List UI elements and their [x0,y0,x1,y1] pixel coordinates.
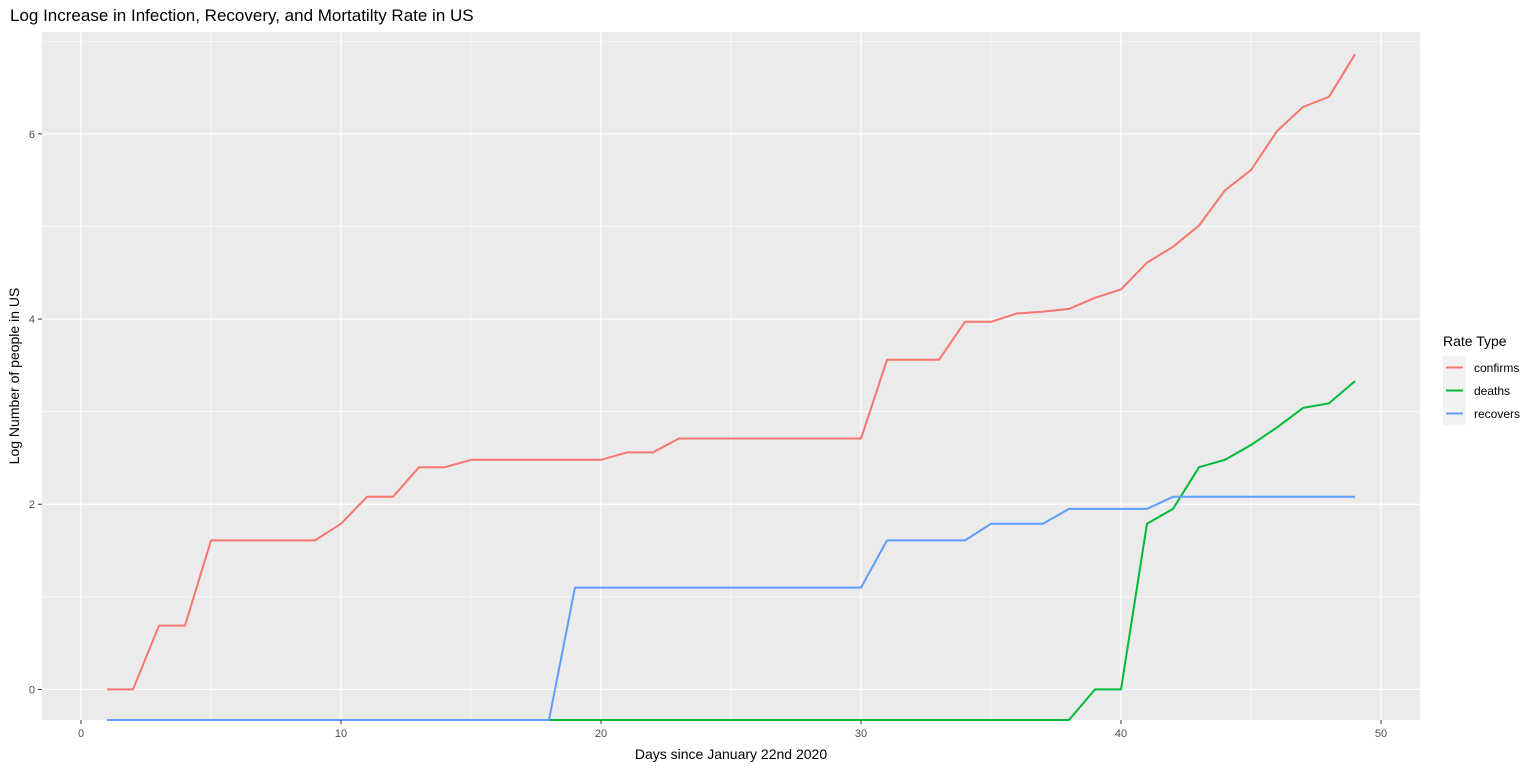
series-lines [107,53,1356,721]
x-tick-label: 50 [1375,728,1387,740]
x-tick-label: 20 [595,728,607,740]
legend: Rate Type confirms deaths recovers [1443,333,1520,425]
y-tick-label: 4 [29,314,35,326]
legend-label-recovers: recovers [1474,407,1520,421]
x-tick-label: 40 [1115,728,1127,740]
axes: 0 10 20 30 40 50 0 2 4 6 [29,129,1387,740]
x-tick-label: 0 [78,728,84,740]
legend-label-confirms: confirms [1474,361,1519,375]
chart-title: Log Increase in Infection, Recovery, and… [10,6,474,25]
x-tick-label: 30 [855,728,867,740]
y-axis-title: Log Number of people in US [6,288,22,465]
grid-lines [42,32,1420,720]
series-line-recovers [107,495,1355,721]
x-tick-label: 10 [335,728,347,740]
legend-title: Rate Type [1443,333,1507,349]
legend-label-deaths: deaths [1474,384,1510,398]
x-axis-title: Days since January 22nd 2020 [635,746,827,762]
y-tick-label: 6 [29,129,35,141]
y-tick-label: 0 [29,684,35,696]
y-tick-label: 2 [29,499,35,511]
series-line-confirms [107,53,1356,691]
